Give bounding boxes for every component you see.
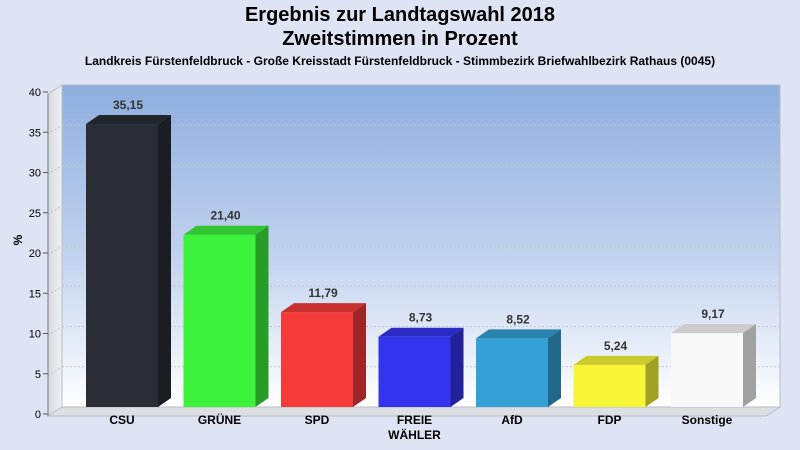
value-label: 9,17 — [701, 307, 725, 321]
gridline-side — [47, 165, 63, 175]
chart-title: Ergebnis zur Landtagswahl 2018 — [244, 4, 556, 26]
y-tick-label: 35 — [29, 127, 41, 139]
bar-fdp — [573, 355, 659, 407]
bar-front — [378, 336, 451, 407]
gridline-side — [47, 124, 63, 135]
bar-freie-wähler — [378, 327, 464, 407]
x-tick-label: AfD — [501, 413, 523, 427]
bar-top — [573, 355, 659, 365]
y-tick-label: 40 — [29, 87, 41, 99]
value-label: 21,40 — [210, 209, 240, 223]
bar-front — [573, 364, 646, 407]
bar-side — [645, 355, 659, 407]
value-label: 8,73 — [409, 311, 433, 325]
gridline-side — [47, 245, 63, 256]
bar-front — [183, 234, 256, 407]
bar-top — [86, 115, 171, 125]
value-label: 8,52 — [506, 312, 530, 326]
gridline-side — [47, 205, 63, 216]
x-tick-label: SPD — [305, 413, 330, 427]
x-tick-label: FREIE — [397, 413, 432, 427]
bar-sonstige — [671, 324, 756, 407]
bar-spd — [281, 303, 366, 407]
y-tick-label: 5 — [35, 369, 41, 381]
bar-grüne — [183, 225, 269, 407]
y-tick-label: 25 — [29, 208, 41, 220]
x-tick-label: WÄHLER — [388, 427, 441, 442]
bar-side — [548, 329, 561, 407]
y-tick-label: 30 — [29, 168, 41, 180]
gridline-side — [47, 326, 63, 336]
value-label: 35,15 — [113, 98, 143, 112]
y-tick-label: 0 — [35, 409, 41, 421]
bar-top — [671, 324, 756, 334]
bar-top — [183, 225, 269, 235]
x-tick-label: CSU — [109, 413, 134, 427]
bar-side — [353, 303, 366, 407]
value-label: 5,24 — [604, 339, 628, 353]
plot-floor — [46, 406, 782, 417]
bar-top — [378, 327, 464, 337]
bar-front — [281, 312, 353, 407]
bar-csu — [86, 115, 171, 407]
x-tick-label: Sonstige — [682, 413, 733, 427]
bar-afd — [476, 329, 561, 407]
bar-front — [86, 124, 158, 407]
y-tick-label: 10 — [29, 329, 41, 341]
bar-side — [158, 115, 171, 407]
value-label: 11,79 — [308, 286, 338, 300]
gridline-side — [47, 366, 63, 377]
y-axis-label: % — [11, 234, 25, 245]
bar-side — [255, 225, 269, 407]
x-tick-label: GRÜNE — [198, 412, 241, 427]
bar-front — [476, 338, 548, 407]
x-tick-label: FDP — [598, 413, 622, 427]
bar-side — [743, 324, 756, 407]
chart-subtitle: Zweitstimmen in Prozent — [282, 28, 518, 50]
y-tick-label: 15 — [29, 288, 41, 300]
bar-top — [476, 329, 561, 339]
chart-caption: Landkreis Fürstenfeldbruck - Große Kreis… — [84, 54, 716, 68]
bar-top — [281, 303, 366, 313]
gridline-side — [47, 285, 63, 296]
bar-front — [671, 333, 743, 407]
bar-side — [450, 327, 464, 407]
y-tick-label: 20 — [29, 248, 41, 260]
